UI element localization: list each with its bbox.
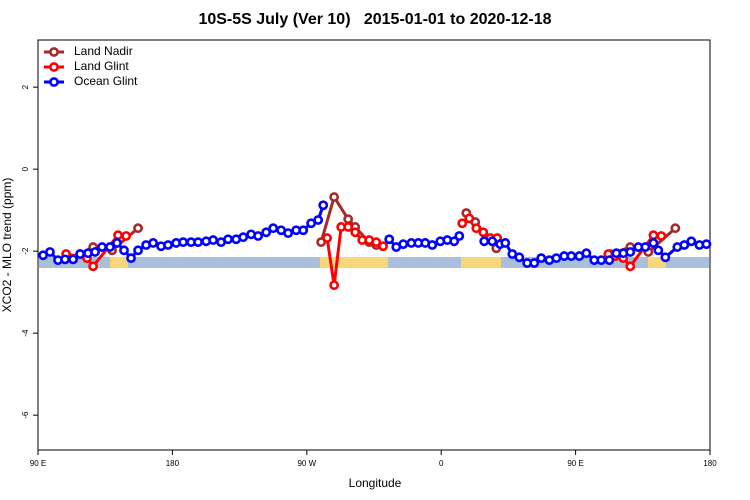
data-point — [656, 231, 667, 241]
data-point — [384, 234, 395, 245]
legend-label: Land Glint — [74, 59, 129, 73]
data-point — [60, 254, 70, 265]
data-point — [640, 242, 651, 252]
data-point — [471, 223, 482, 234]
data-point — [133, 223, 143, 234]
data-point — [581, 248, 592, 259]
data-point — [686, 236, 697, 247]
x-tick-label: 90 E — [30, 459, 46, 468]
x-tick-label: 90 W — [297, 459, 316, 468]
data-point — [670, 223, 681, 234]
land-band — [110, 257, 128, 268]
data-point — [596, 255, 607, 266]
y-axis-title: XCO2 - MLO trend (ppm) — [0, 178, 14, 313]
data-point — [253, 231, 264, 241]
data-point — [701, 239, 712, 250]
data-point — [97, 242, 107, 252]
data-point — [126, 253, 136, 264]
data-point — [398, 239, 409, 250]
data-point — [454, 231, 465, 241]
data-point — [343, 222, 354, 232]
data-point — [478, 227, 489, 238]
data-point — [427, 240, 438, 250]
data-point — [133, 245, 143, 256]
y-tick-label: -2 — [21, 247, 30, 255]
data-point — [648, 238, 659, 248]
data-point — [529, 258, 540, 268]
data-point — [163, 240, 173, 250]
x-axis-title: Longitude — [349, 476, 402, 490]
data-point — [68, 254, 78, 265]
data-point — [223, 234, 234, 245]
data-point — [371, 237, 382, 248]
land-band — [648, 257, 666, 268]
chart-title: 10S-5S July (Ver 10) 2015-01-01 to 2020-… — [198, 11, 551, 28]
data-point — [329, 192, 340, 202]
data-point — [660, 252, 671, 263]
data-point — [536, 253, 547, 264]
x-tick-label: 0 — [439, 459, 444, 468]
data-point — [238, 232, 249, 243]
x-tick-label: 180 — [703, 459, 717, 468]
y-tick-label: 0 — [21, 166, 30, 171]
data-point — [604, 255, 615, 266]
y-tick-label: -4 — [21, 329, 30, 337]
legend-label: Ocean Glint — [74, 74, 138, 88]
data-point — [113, 230, 123, 241]
background-band — [39, 257, 709, 268]
data-point — [350, 227, 361, 238]
data-point — [178, 237, 189, 248]
data-point — [45, 247, 55, 257]
data-point — [298, 225, 309, 236]
data-point — [119, 245, 129, 256]
data-point — [551, 253, 562, 264]
data-point — [648, 230, 659, 241]
data-point — [268, 223, 279, 234]
data-point — [514, 252, 525, 263]
data-point — [313, 215, 324, 225]
data-point — [208, 235, 219, 245]
data-point — [261, 227, 272, 238]
data-point — [121, 231, 132, 241]
land-band — [461, 257, 501, 268]
data-point — [487, 236, 498, 247]
data-point — [75, 249, 86, 259]
data-point — [90, 247, 100, 257]
x-tick-label: 90 E — [567, 459, 583, 468]
data-point — [322, 233, 333, 243]
data-point — [329, 280, 340, 291]
data-point — [479, 236, 490, 247]
data-point — [625, 247, 636, 257]
data-point — [112, 238, 122, 248]
data-point — [283, 228, 294, 239]
data-point — [378, 241, 389, 252]
data-point — [88, 261, 99, 272]
data-point — [464, 213, 475, 224]
data-point — [105, 242, 115, 252]
data-point — [318, 200, 329, 211]
data-point — [457, 218, 468, 229]
x-tick-label: 180 — [166, 459, 180, 468]
data-point — [148, 238, 159, 248]
data-point — [679, 240, 690, 250]
y-tick-label: -6 — [21, 411, 30, 419]
data-point — [343, 214, 354, 225]
legend-swatch-point — [49, 62, 59, 72]
data-point — [625, 261, 636, 272]
legend-label: Land Nadir — [74, 44, 133, 58]
data-point — [566, 251, 577, 261]
data-point — [193, 237, 203, 248]
data-point — [500, 238, 511, 248]
y-tick-label: 2 — [21, 84, 30, 89]
legend-swatch-point — [49, 47, 59, 57]
land-band — [320, 257, 388, 268]
legend-swatch-point — [49, 77, 59, 87]
data-point — [653, 245, 664, 256]
